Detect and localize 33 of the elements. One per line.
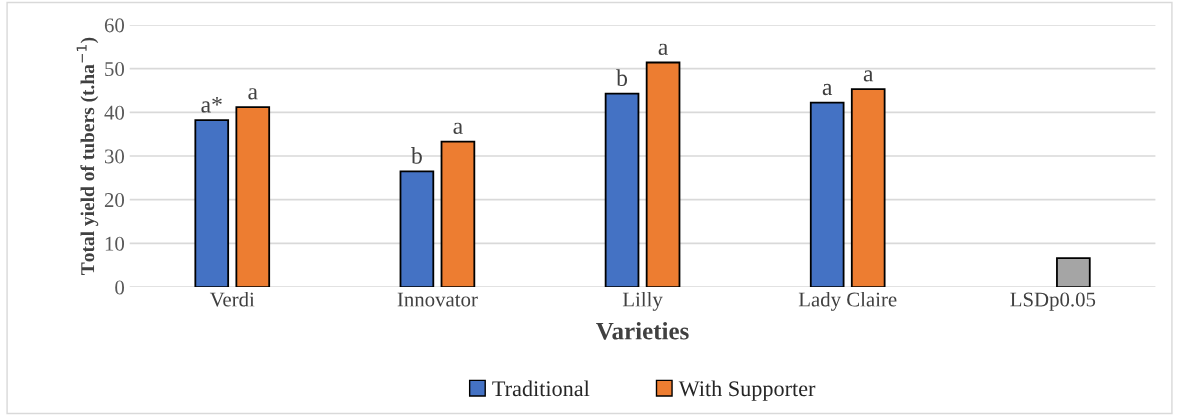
x-tick-label: Verdi [209,291,255,307]
data-label: a* [201,96,222,113]
x-axis-title: Varieties [596,321,689,340]
y-axis-title: Total yield of tubers (t.ha$^{−1}$) [76,37,99,275]
y-tick-label: 60 [104,18,125,33]
data-label: a [453,122,463,135]
bar [235,106,271,288]
x-tick-label: LSDp0.05 [1010,292,1096,311]
bar [1056,257,1091,288]
data-label: a [822,83,833,96]
y-tick-label: 10 [105,236,125,251]
bar [604,92,640,288]
bar [440,140,476,288]
legend-label: With Supporter [678,380,816,401]
bar [194,119,230,288]
data-label: a [658,43,668,55]
data-label: a [863,70,874,82]
data-label: b [410,147,422,164]
y-tick-label: 30 [104,149,125,164]
y-tick-label: 40 [104,105,125,120]
bar [399,170,435,288]
data-label: a [248,88,258,100]
x-tick-label: Lady Claire [798,291,897,311]
x-tick-label: Innovator [397,292,478,307]
bar [850,88,886,288]
bar [645,61,681,288]
data-label: b [616,69,628,86]
y-tick-label: 50 [105,62,125,77]
y-tick-label: 0 [115,280,125,295]
legend-label: Traditional [492,380,590,397]
x-tick-label: Lilly [622,291,663,311]
y-tick-label: 20 [104,193,125,208]
bar [809,101,845,288]
